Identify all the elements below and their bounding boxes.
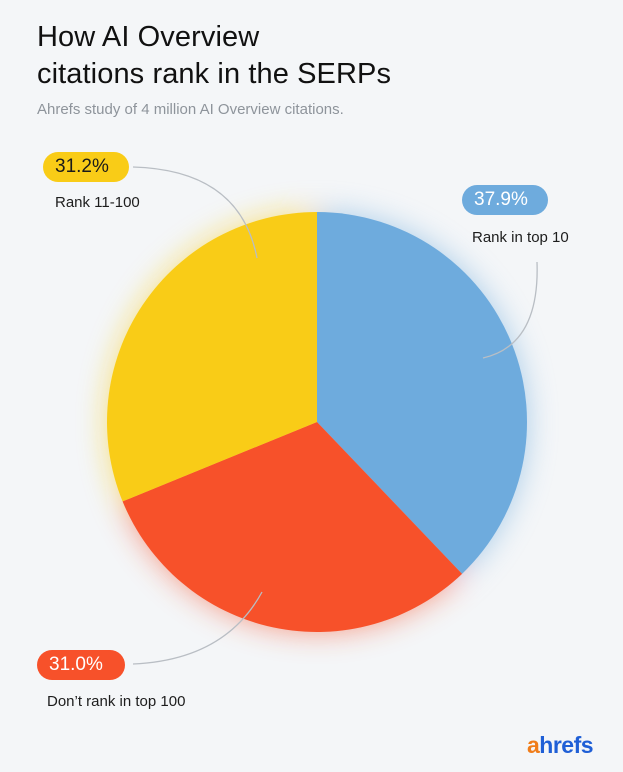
leader-line-rank-11-100 [132,166,258,259]
leader-line-dont-rank-in-top-100 [132,591,263,665]
logo-letter-a: a [527,732,540,758]
slice-label-rank-11-100: Rank 11-100 [55,194,140,211]
pie-slice-rank-11-100 [107,212,317,502]
leader-lines [132,166,538,665]
slice-label-rank-in-top-10: Rank in top 10 [472,229,569,246]
chart-title-line-1: How AI Overview [37,21,260,53]
value-label-dont-rank-in-top-100: 31.0% [37,650,125,680]
pie-slices [107,212,528,632]
slice-label-dont-rank-in-top-100: Don’t rank in top 100 [47,693,186,710]
ahrefs-logo: ahrefs [527,731,594,759]
pie-slice-rank-in-top-10 [317,212,528,574]
chart-subtitle: Ahrefs study of 4 million AI Overview ci… [37,101,344,118]
chart-title-line-2: citations rank in the SERPs [37,58,392,90]
value-label-rank-11-100: 31.2% [43,152,129,182]
leader-line-rank-in-top-10 [482,261,538,359]
chart-title: How AI Overview citations rank in the SE… [37,19,577,93]
logo-wordmark-rest: hrefs [539,732,594,758]
pie-slice-dont-rank-in-top-100 [122,422,463,632]
value-label-rank-in-top-10: 37.9% [462,185,548,215]
